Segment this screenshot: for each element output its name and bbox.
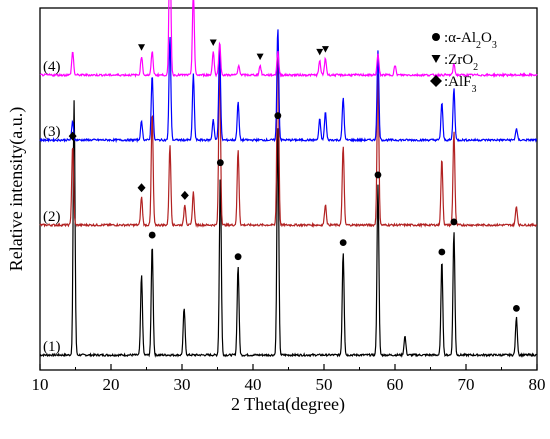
series-1-line: [39, 100, 538, 358]
zro2-marker: [138, 44, 146, 51]
zro2-marker: [321, 46, 329, 53]
alf3-marker: [68, 131, 77, 141]
alpha-al2o3-marker: [513, 305, 520, 312]
x-tick-label-80: 80: [529, 375, 546, 394]
legend-text-part: 3: [472, 84, 477, 95]
alpha-al2o3-marker: [374, 171, 382, 179]
x-tick-label-10: 10: [32, 375, 49, 394]
zro2-marker: [209, 39, 217, 46]
x-tick-label-40: 40: [245, 375, 262, 394]
zro2-marker: [256, 53, 264, 61]
series-3-line: [39, 29, 538, 144]
y-axis-title: Relative intensity(a.u.): [6, 107, 27, 271]
x-tick-label-60: 60: [387, 375, 404, 394]
alpha-al2o3-marker: [450, 218, 458, 226]
legend-entry-2: :ZrO2: [444, 52, 478, 73]
alf3-marker: [180, 190, 189, 200]
legend-circle-icon: [432, 33, 440, 41]
legend-triangle-icon: [431, 55, 441, 63]
x-tick-label-50: 50: [316, 375, 333, 394]
legend: :α-Al2O3:ZrO2:AlF3: [430, 30, 497, 95]
series-4-label: (4): [43, 59, 61, 75]
x-tick-label-20: 20: [103, 375, 120, 394]
legend-entry-1: :α-Al2O3: [444, 30, 497, 51]
legend-text-part: :AlF: [444, 74, 472, 90]
x-axis-title: 2 Theta(degree): [231, 394, 345, 415]
alf3-marker: [137, 183, 146, 193]
curve-label-layer: (1) (2) (3) (4): [43, 59, 61, 355]
series-4-line: [39, 0, 538, 78]
legend-text-part: O: [481, 30, 492, 46]
zro2-marker: [316, 48, 324, 56]
alpha-al2o3-marker: [339, 239, 347, 247]
legend-entry-3: :AlF3: [444, 74, 477, 95]
series-3-label: (3): [43, 124, 61, 140]
alpha-al2o3-marker: [216, 159, 224, 167]
legend-text-part: 2: [473, 62, 478, 73]
alpha-al2o3-marker: [438, 248, 446, 256]
alpha-al2o3-marker: [148, 231, 156, 239]
alpha-al2o3-marker: [234, 253, 242, 261]
alpha-al2o3-marker: [274, 112, 282, 120]
series-2-line: [39, 39, 538, 229]
series-layer: [39, 0, 538, 358]
series-2-label: (2): [43, 209, 61, 225]
x-tick-label-70: 70: [458, 375, 475, 394]
x-axis-ticks: 10 20 30 40 50 60 70 80: [32, 364, 546, 394]
legend-diamond-icon: [430, 75, 442, 87]
legend-text-part: 2: [476, 40, 481, 51]
x-tick-label-30: 30: [174, 375, 191, 394]
legend-text-part: 3: [492, 40, 497, 51]
legend-text-part: :ZrO: [444, 52, 473, 68]
marker-layer: [68, 39, 520, 312]
legend-text-part: :α-Al: [444, 30, 476, 46]
series-1-label: (1): [43, 339, 61, 355]
